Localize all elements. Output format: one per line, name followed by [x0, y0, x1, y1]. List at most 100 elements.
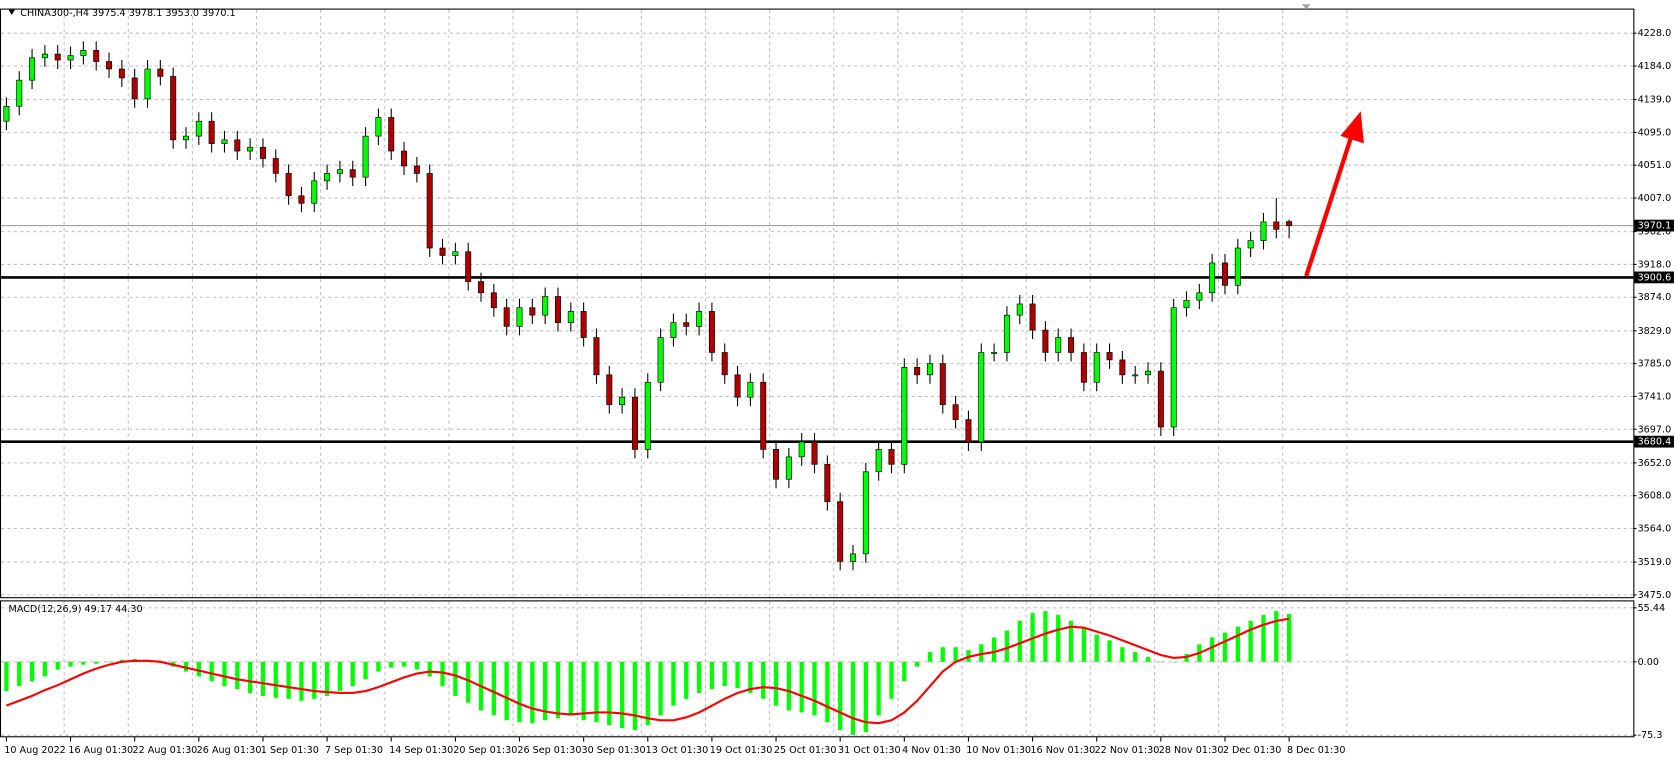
candle-body [3, 105, 10, 122]
x-tick-label: 10 Nov 01:30 [966, 745, 1031, 756]
y-tick-label: 3652.0 [1638, 458, 1672, 469]
macd-bar [543, 661, 548, 721]
y-tick-label: 4228.0 [1638, 28, 1672, 39]
candle-body [478, 281, 485, 294]
y2-tick-label: -75.3 [1638, 730, 1663, 741]
candle-body [285, 173, 292, 197]
arrow-head [1340, 111, 1364, 144]
macd-bar [235, 661, 240, 690]
x-tick-label: 16 Aug 01:30 [68, 745, 133, 756]
macd-bar [914, 661, 920, 667]
macd-bar [1004, 630, 1010, 662]
candle-body [798, 441, 805, 458]
macd-bar [530, 661, 535, 724]
macd-bar [812, 661, 817, 716]
price-label-bg [1634, 219, 1674, 232]
candle-body [1080, 352, 1087, 383]
candle-body [1132, 374, 1139, 377]
candle-body [837, 501, 844, 562]
candle-body [619, 396, 626, 405]
x-tick-label: 2 Dec 01:30 [1223, 745, 1281, 756]
candle-body [824, 464, 831, 502]
macd-bar [401, 661, 407, 667]
candle-body [965, 419, 972, 443]
menu-triangle[interactable] [8, 9, 15, 15]
candle-body [144, 68, 151, 100]
macd-bar [748, 661, 753, 693]
macd-bar [594, 661, 599, 723]
x-tick-label: 4 Nov 01:30 [902, 745, 961, 756]
macd-bar [273, 661, 278, 698]
candle-body [195, 120, 202, 137]
macd-bar [491, 661, 496, 716]
macd-bar [81, 661, 86, 665]
macd-bar [902, 661, 907, 682]
candle-body [606, 374, 613, 405]
candle-body [413, 165, 420, 174]
candle-body [1119, 359, 1126, 376]
macd-bar [799, 661, 804, 713]
candle-body [593, 337, 600, 376]
macd-bar [209, 661, 214, 682]
macd-bar [1158, 661, 1163, 663]
candle-body [54, 53, 61, 61]
y-tick-label: 3608.0 [1638, 491, 1672, 502]
y-tick-label: 4095.0 [1638, 127, 1672, 138]
x-tick-label: 30 Sep 01:30 [581, 745, 645, 756]
candle-body [41, 53, 48, 59]
candle-body [259, 146, 266, 159]
candle-body [1003, 314, 1010, 353]
macd-bar [1081, 627, 1087, 662]
candle-body [1170, 307, 1177, 428]
macd-bar [106, 661, 112, 663]
macd-bar [363, 661, 368, 680]
candle-body [16, 79, 23, 107]
y-tick-label: 3874.0 [1638, 292, 1672, 303]
y-tick-label: 3918.0 [1638, 259, 1672, 270]
x-tick-label: 16 Nov 01:30 [1030, 745, 1095, 756]
y2-tick-label: 55.44 [1638, 603, 1666, 614]
candle-body [1247, 240, 1254, 249]
y-tick-label: 4051.0 [1638, 160, 1672, 171]
y2-tick-label: 0.00 [1638, 657, 1659, 668]
macd-bar [312, 661, 317, 699]
macd-panel-frame [0, 600, 1635, 738]
macd-bar [991, 637, 997, 662]
y-tick-label: 3785.0 [1638, 359, 1672, 370]
x-tick-label: 19 Oct 01:30 [710, 745, 773, 756]
macd-bar [196, 661, 201, 677]
macd-bar [684, 661, 689, 699]
candle-body [234, 139, 241, 152]
candle-body [1042, 329, 1049, 353]
x-tick-label: 13 Oct 01:30 [646, 745, 709, 756]
candle-body [580, 311, 587, 338]
candle-body [1260, 221, 1267, 241]
macd-bar [337, 661, 343, 692]
macd-bar [414, 661, 420, 670]
candle-body [247, 146, 254, 152]
macd-bar [786, 661, 792, 711]
main-panel-frame [0, 8, 1635, 599]
macd-bar [850, 661, 856, 735]
candle-body [221, 139, 228, 144]
macd-bar [825, 661, 830, 723]
x-tick-label: 28 Nov 01:30 [1159, 745, 1224, 756]
arrow-shaft [1304, 136, 1354, 277]
candle-body [1196, 292, 1203, 301]
x-tick-label: 26 Aug 01:30 [197, 745, 262, 756]
macd-bar [17, 661, 22, 687]
macd-bar [773, 661, 779, 706]
macd-bar [671, 661, 676, 706]
candle-body [336, 169, 343, 174]
candle-body [106, 61, 113, 70]
x-tick-label: 22 Aug 01:30 [133, 745, 198, 756]
candle-body [1286, 221, 1293, 226]
candle-body [708, 311, 715, 353]
macd-title: MACD(12,26,9) 49.17 44.30 [9, 604, 143, 615]
candle-body [631, 396, 638, 450]
candle-body [1234, 247, 1241, 286]
candle-body [182, 135, 189, 141]
x-tick-label: 7 Sep 01:30 [325, 745, 383, 756]
candle-body [683, 322, 690, 327]
candle-body [978, 352, 985, 443]
